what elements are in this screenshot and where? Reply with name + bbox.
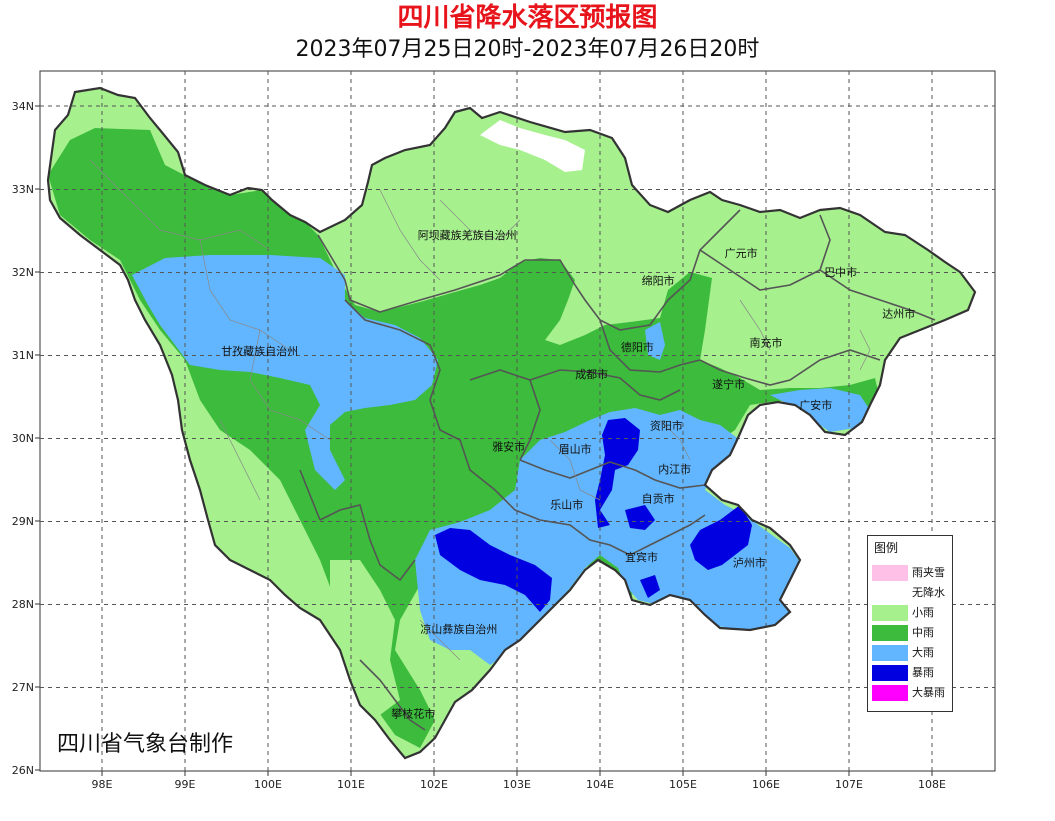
- region-label: 泸州市: [733, 556, 766, 570]
- region-label: 巴中市: [824, 265, 857, 279]
- latitude-label: 34N: [12, 100, 34, 113]
- heavy-rain-central: [415, 408, 800, 665]
- longitude-label: 108E: [918, 778, 946, 791]
- longitude-label: 104E: [586, 778, 614, 791]
- region-label: 达州市: [882, 307, 915, 321]
- rainstorm-area-2: [595, 418, 640, 528]
- region-label: 阿坝藏族羌族自治州: [418, 228, 517, 242]
- legend-swatch: [872, 685, 908, 701]
- map-subtitle: 2023年07月25日20时-2023年07月26日20时: [295, 37, 760, 62]
- legend-label: 中雨: [912, 626, 934, 639]
- region-label: 遂宁市: [712, 377, 745, 391]
- region-label: 宜宾市: [625, 550, 658, 564]
- internal-borders-thin: [89, 159, 871, 661]
- longitude-labels: 98E 99E 100E 101E 102E 103E 104E 105E 106E 107E 10…: [92, 771, 946, 791]
- longitude-label: 102E: [420, 778, 448, 791]
- region-label: 乐山市: [550, 498, 583, 512]
- region-label: 眉山市: [559, 442, 592, 456]
- legend-item: 暴雨: [872, 664, 952, 682]
- heavy-rain-west: [132, 255, 438, 490]
- heavy-rain-north: [645, 322, 665, 360]
- legend-item: 大暴雨: [872, 684, 952, 702]
- legend-swatch: [872, 585, 908, 601]
- longitude-label: 101E: [337, 778, 365, 791]
- legend-title: 图例: [874, 541, 899, 555]
- region-label: 内江市: [658, 462, 691, 476]
- legend-swatch: [872, 605, 908, 621]
- legend-label: 无降水: [912, 586, 945, 599]
- region-label: 广元市: [725, 246, 758, 260]
- longitude-label: 105E: [669, 778, 697, 791]
- credit-text: 四川省气象台制作: [57, 732, 234, 757]
- legend-swatch: [872, 645, 908, 661]
- region-label: 广安市: [799, 398, 832, 412]
- longitude-label: 107E: [835, 778, 863, 791]
- legend-label: 暴雨: [912, 666, 934, 679]
- region-label: 攀枝花市: [391, 707, 435, 721]
- no-rain-area: [480, 120, 585, 172]
- legend-swatch: [872, 625, 908, 641]
- latitude-label: 31N: [12, 349, 34, 362]
- longitude-label: 98E: [92, 778, 113, 791]
- latitude-label: 33N: [12, 183, 34, 196]
- latitude-label: 27N: [12, 681, 34, 694]
- legend-label: 雨夹雪: [912, 566, 945, 579]
- legend-item: 小雨: [872, 604, 952, 622]
- longitude-label: 100E: [254, 778, 282, 791]
- region-label: 雅安市: [492, 439, 525, 453]
- latitude-label: 28N: [12, 598, 34, 611]
- latitude-label: 29N: [12, 515, 34, 528]
- legend-label: 大暴雨: [912, 686, 945, 699]
- latitude-label: 26N: [12, 764, 34, 777]
- region-label: 南充市: [750, 336, 783, 350]
- region-label: 绵阳市: [642, 273, 675, 287]
- region-label: 德阳市: [621, 340, 654, 354]
- region-label: 甘孜藏族自治州: [221, 344, 298, 358]
- region-label: 自贡市: [642, 492, 675, 506]
- region-label: 成都市: [575, 367, 608, 381]
- legend-item: 中雨: [872, 624, 952, 642]
- longitude-label: 103E: [503, 778, 531, 791]
- latitude-label: 32N: [12, 266, 34, 279]
- map-title: 四川省降水落区预报图: [397, 3, 658, 33]
- internal-borders: [299, 209, 936, 731]
- legend-label: 大雨: [912, 646, 934, 659]
- legend: 图例 雨夹雪无降水小雨中雨大雨暴雨大暴雨: [867, 535, 953, 712]
- legend-swatch: [872, 665, 908, 681]
- region-label: 凉山彝族自治州: [420, 622, 497, 636]
- legend-item: 大雨: [872, 644, 952, 662]
- rainstorm-area-4: [625, 505, 655, 530]
- legend-item: 无降水: [872, 584, 952, 602]
- heavy-rain-east: [770, 388, 870, 432]
- light-rain-southwest: [185, 465, 325, 620]
- light-rain-south: [330, 560, 400, 715]
- region-label: 资阳市: [650, 419, 683, 433]
- latitude-label: 30N: [12, 432, 34, 445]
- legend-swatch: [872, 565, 908, 581]
- rainstorm-area-1: [435, 528, 552, 612]
- latitude-labels: 34N 33N 32N 31N 30N 29N 28N 27N 26N: [12, 100, 40, 777]
- rainstorm-area-5: [640, 575, 660, 598]
- longitude-label: 99E: [175, 778, 196, 791]
- longitude-label: 106E: [752, 778, 780, 791]
- legend-item: 雨夹雪: [872, 564, 952, 582]
- legend-label: 小雨: [912, 606, 934, 619]
